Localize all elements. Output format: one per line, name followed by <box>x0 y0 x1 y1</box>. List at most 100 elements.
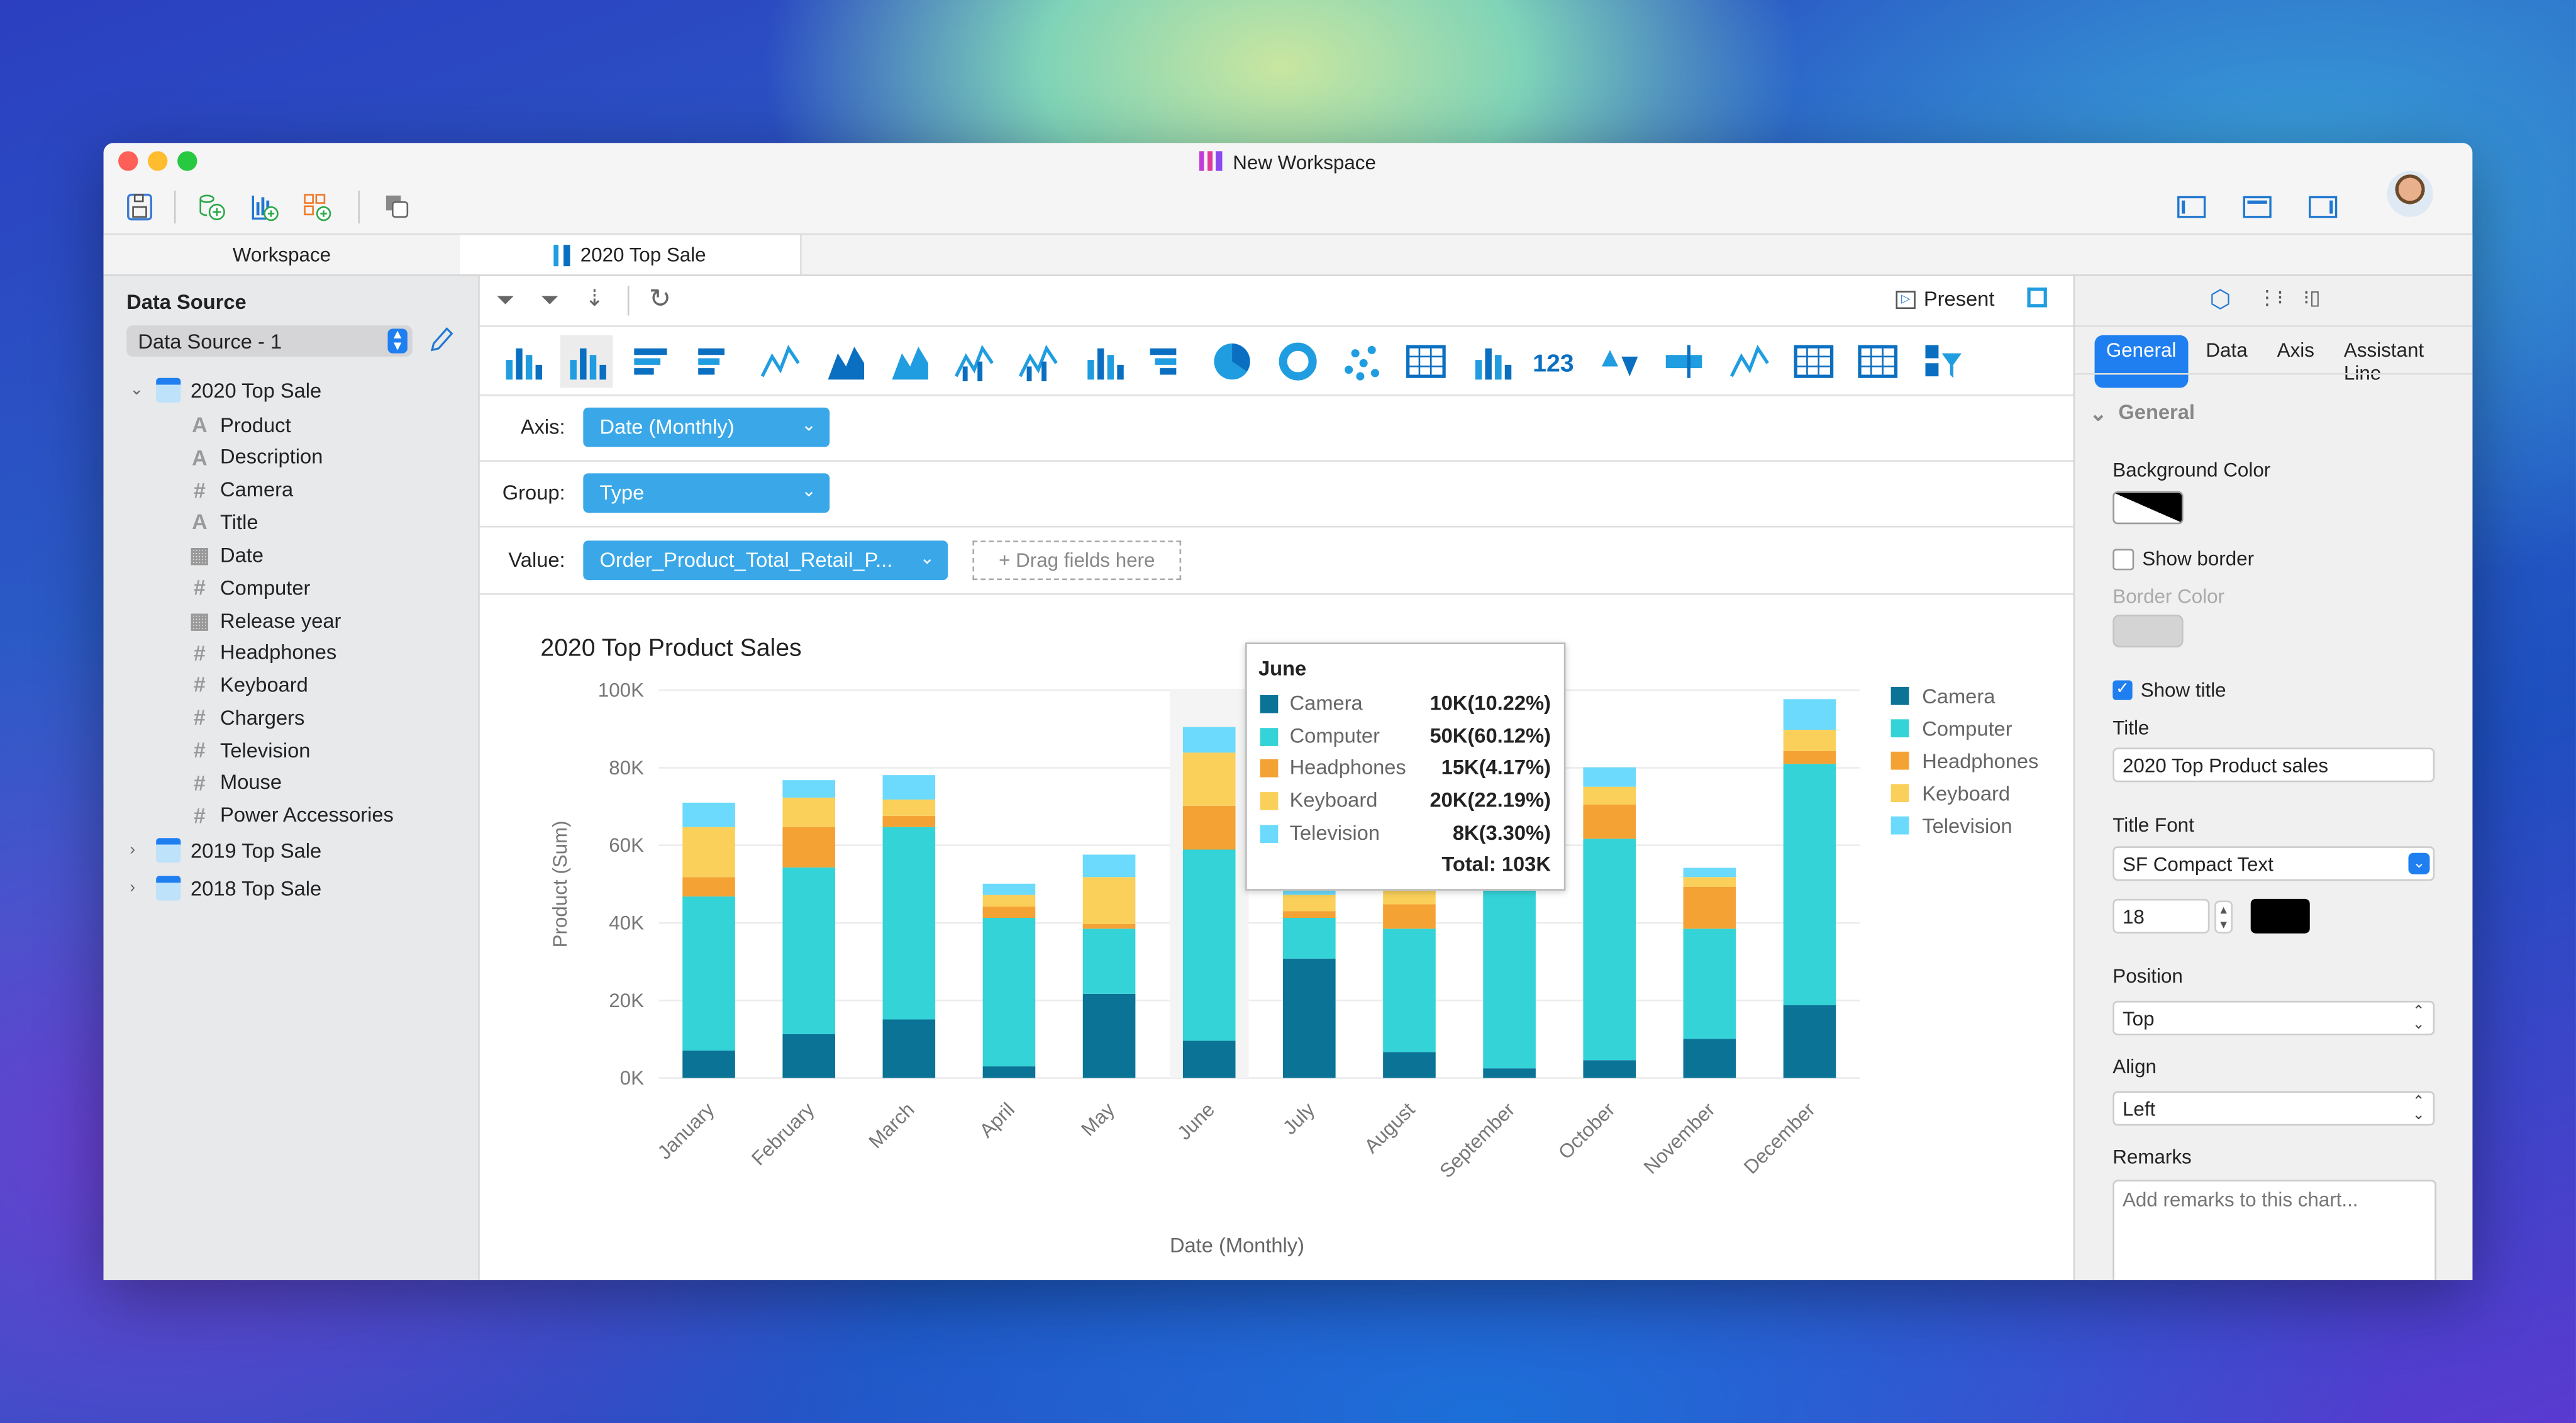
chart-type-column[interactable] <box>496 335 549 388</box>
tab-2020-top-sale[interactable]: 2020 Top Sale <box>460 235 802 275</box>
bar-segment-television-february[interactable] <box>782 780 835 798</box>
bar-segment-television-march[interactable] <box>882 775 936 800</box>
bar-segment-camera-february[interactable] <box>782 1034 835 1078</box>
data-source-select[interactable]: Data Source - 1 ▲ ▼ <box>126 325 413 357</box>
bar-segment-camera-september[interactable] <box>1483 1068 1536 1078</box>
tree-table-0[interactable]: ⌄ 2020 Top Sale <box>130 377 321 403</box>
remarks-textarea[interactable] <box>2112 1180 2436 1280</box>
sort-icon[interactable]: ⇣ <box>584 284 604 311</box>
bar-segment-television-april[interactable] <box>982 883 1036 895</box>
bar-segment-headphones-july[interactable] <box>1283 911 1336 918</box>
show-title-checkbox[interactable]: ✓ Show title <box>2112 679 2226 701</box>
chart-type-filter[interactable] <box>1916 335 1969 388</box>
bar-segment-headphones-january[interactable] <box>682 877 735 897</box>
tree-field[interactable]: # Camera <box>189 477 293 502</box>
chart-type-stacked-bar[interactable] <box>690 335 743 388</box>
bar-segment-headphones-may[interactable] <box>1082 924 1136 929</box>
bar-segment-headphones-april[interactable] <box>982 907 1036 918</box>
bar-segment-camera-november[interactable] <box>1683 1039 1736 1078</box>
group-field-select[interactable]: Type ⌄ <box>583 473 830 513</box>
chart-type-treemap[interactable] <box>1465 335 1518 388</box>
legend-label-television[interactable]: Television <box>1922 814 2012 837</box>
tree-table-1[interactable]: › 2019 Top Sale <box>130 839 321 864</box>
toggle-top-panel-icon[interactable] <box>2243 193 2272 222</box>
minimize-window-button[interactable] <box>148 151 168 171</box>
show-border-checkbox[interactable]: Show border <box>2112 547 2254 570</box>
edit-pencil-icon[interactable] <box>427 325 453 355</box>
chart-type-waterfall[interactable] <box>1077 335 1130 388</box>
user-avatar[interactable] <box>2387 170 2433 217</box>
bar-segment-headphones-march[interactable] <box>882 815 936 827</box>
bar-segment-keyboard-march[interactable] <box>882 799 936 816</box>
close-window-button[interactable] <box>118 151 138 171</box>
fullscreen-icon[interactable] <box>2027 287 2047 308</box>
tree-field[interactable]: A Description <box>189 445 323 469</box>
toggle-right-panel-icon[interactable] <box>2308 193 2338 222</box>
bar-segment-camera-august[interactable] <box>1383 1052 1436 1078</box>
bar-segment-keyboard-february[interactable] <box>782 797 835 827</box>
tree-field[interactable]: # Power Accessories <box>189 803 394 827</box>
section-general-header[interactable]: ⌄ General <box>2090 401 2195 425</box>
bar-segment-camera-december[interactable] <box>1783 1005 1836 1078</box>
chevron-right-icon[interactable]: › <box>130 842 136 861</box>
tree-field[interactable]: # Chargers <box>189 705 304 730</box>
bar-segment-camera-july[interactable] <box>1283 958 1336 1078</box>
value-field-select[interactable]: Order_Product_Total_Retail_P... ⌄ <box>583 540 948 581</box>
bar-segment-camera-october[interactable] <box>1583 1060 1636 1078</box>
bar-segment-headphones-june[interactable] <box>1182 805 1236 850</box>
font-size-input[interactable]: 18 <box>2112 898 2210 934</box>
tree-field[interactable]: ▦ Release year <box>189 608 341 634</box>
duplicate-icon[interactable] <box>383 193 413 222</box>
bar-segment-headphones-december[interactable] <box>1783 751 1836 764</box>
font-size-stepper[interactable]: ▴ ▾ <box>2214 900 2233 934</box>
chart-type-stacked-area[interactable] <box>884 335 936 388</box>
drag-fields-dropzone[interactable]: + Drag fields here <box>972 540 1182 581</box>
chart-type-table[interactable] <box>1787 335 1840 388</box>
axis-field-select[interactable]: Date (Monthly) ⌄ <box>583 407 830 447</box>
tree-field[interactable]: # Mouse <box>189 771 282 795</box>
chart-type-gauge[interactable] <box>1723 335 1775 388</box>
chart-type-bullet[interactable] <box>1658 335 1711 388</box>
bar-segment-television-january[interactable] <box>682 802 735 827</box>
chart-type-combo[interactable] <box>1013 335 1065 388</box>
bar-segment-keyboard-may[interactable] <box>1082 877 1136 924</box>
bar-segment-computer-january[interactable] <box>682 896 735 1051</box>
tree-field[interactable]: ▦ Date <box>189 543 264 569</box>
chart-type-number[interactable]: 123 <box>1529 335 1594 388</box>
panel-tab-data[interactable]: Data <box>2206 338 2248 362</box>
legend-label-computer[interactable]: Computer <box>1922 717 2012 740</box>
tree-field[interactable]: A Title <box>189 510 258 535</box>
chart-type-pie[interactable] <box>1206 335 1259 388</box>
tree-table-2[interactable]: › 2018 Top Sale <box>130 876 321 901</box>
bar-segment-camera-june[interactable] <box>1182 1041 1236 1078</box>
bar-segment-keyboard-january[interactable] <box>682 827 735 878</box>
legend-label-keyboard[interactable]: Keyboard <box>1922 781 2010 805</box>
tree-field[interactable]: # Keyboard <box>189 672 308 697</box>
bar-segment-computer-june[interactable] <box>1182 849 1236 1041</box>
add-dashboard-icon[interactable] <box>303 193 332 222</box>
chart-type-stacked-column[interactable] <box>560 335 614 388</box>
tab-workspace[interactable]: Workspace <box>104 235 462 275</box>
align-icon[interactable]: ⁝▯ <box>2303 286 2321 310</box>
add-chart-icon[interactable] <box>250 193 279 222</box>
present-button[interactable]: ▷ Present <box>1896 287 1994 311</box>
bar-segment-television-december[interactable] <box>1783 699 1836 730</box>
position-select[interactable]: Top ⌃ ⌄ <box>2112 1000 2435 1035</box>
bar-segment-keyboard-june[interactable] <box>1182 752 1236 806</box>
bar-segment-computer-november[interactable] <box>1683 929 1736 1039</box>
bar-segment-keyboard-december[interactable] <box>1783 730 1836 751</box>
bar-segment-television-november[interactable] <box>1683 868 1736 878</box>
bar-segment-computer-may[interactable] <box>1082 929 1136 994</box>
filter-data-icon[interactable]: ⏷ <box>496 286 515 313</box>
bar-segment-computer-july[interactable] <box>1283 917 1336 959</box>
save-icon[interactable] <box>125 193 155 222</box>
add-datasource-icon[interactable] <box>197 193 226 222</box>
bar-segment-headphones-november[interactable] <box>1683 886 1736 929</box>
bar-segment-camera-january[interactable] <box>682 1050 735 1078</box>
maximize-window-button[interactable] <box>177 151 197 171</box>
background-color-swatch[interactable] <box>2112 491 2184 525</box>
bar-segment-camera-may[interactable] <box>1082 993 1136 1078</box>
bar-segment-television-june[interactable] <box>1182 727 1236 753</box>
bar-segment-computer-march[interactable] <box>882 827 936 1020</box>
chart-type-line[interactable] <box>754 335 807 388</box>
